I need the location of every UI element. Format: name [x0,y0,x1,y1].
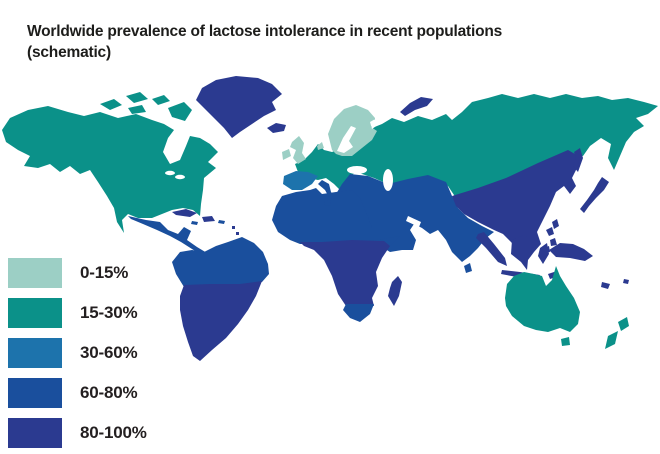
region-baffin-island [168,102,192,121]
region-new-guinea [549,243,593,261]
region-north-america [2,106,218,233]
region-pacific-island-2 [623,279,629,284]
region-taiwan [552,219,559,229]
region-sakhalin [573,148,583,172]
region-antilles-1 [232,226,235,229]
region-arctic-island-1 [100,99,122,110]
legend: 0-15% 15-30% 30-60% 60-80% 80-100% [8,258,147,448]
region-north-africa [272,188,400,246]
region-puerto-rico [218,220,225,224]
persian-gulf [406,216,421,227]
caspian-sea [383,169,393,191]
region-sumatra [476,232,507,266]
region-iceland [267,123,286,133]
region-italy [318,180,335,199]
region-arctic-island-3 [152,95,170,105]
great-lakes-1 [165,170,175,176]
region-australia [505,266,580,332]
black-sea [347,166,367,174]
page-title: Worldwide prevalence of lactose intolera… [27,22,567,63]
legend-swatch-0-15 [8,258,62,288]
legend-swatch-30-60 [8,338,62,368]
region-ireland [282,149,291,160]
legend-item-60-80: 60-80% [8,378,147,408]
region-iberia [283,171,318,190]
region-tasmania [561,337,570,346]
legend-swatch-15-30 [8,298,62,328]
region-sub-saharan-africa [300,240,390,306]
region-sulawesi [538,243,549,264]
region-pacific-island-1 [601,282,610,289]
legend-label-60-80: 60-80% [80,383,138,402]
region-central-america [128,216,221,267]
region-south-america-south [180,281,262,361]
region-south-america-north [172,237,269,287]
region-new-zealand-north [618,317,629,331]
legend-swatch-60-80 [8,378,62,408]
region-new-zealand-south [605,331,618,349]
region-cuba [172,209,197,217]
region-hispaniola [202,216,215,222]
region-japan [580,177,609,213]
legend-item-15-30: 15-30% [8,298,147,328]
legend-label-15-30: 15-30% [80,303,138,322]
baltic-sea [337,126,356,153]
legend-item-30-60: 30-60% [8,338,147,368]
legend-label-80-100: 80-100% [80,423,147,442]
great-lakes-2 [175,174,185,180]
region-philippines-2 [550,238,557,246]
region-southern-africa-tip [343,304,374,322]
region-denmark [317,142,324,150]
region-jamaica [191,221,198,225]
legend-item-0-15: 0-15% [8,258,147,288]
region-borneo [511,235,533,262]
legend-item-80-100: 80-100% [8,418,147,448]
region-arctic-island-4 [128,105,146,114]
title-line-1: Worldwide prevalence of lactose intolera… [27,23,503,40]
legend-swatch-80-100 [8,418,62,448]
legend-label-0-15: 0-15% [80,263,129,282]
region-greenland [196,76,282,138]
region-antilles-2 [236,232,239,235]
region-arctic-island-2 [126,92,148,103]
legend-label-30-60: 30-60% [80,343,138,362]
region-great-britain [290,136,306,164]
region-sicily [324,200,331,206]
white-sea [370,118,379,129]
region-novaya-zemlya [400,97,433,116]
region-philippines-1 [546,227,554,236]
title-line-2: (schematic) [27,43,111,61]
region-madagascar [388,276,402,306]
region-east-asia [452,150,582,270]
region-sri-lanka [464,263,472,273]
